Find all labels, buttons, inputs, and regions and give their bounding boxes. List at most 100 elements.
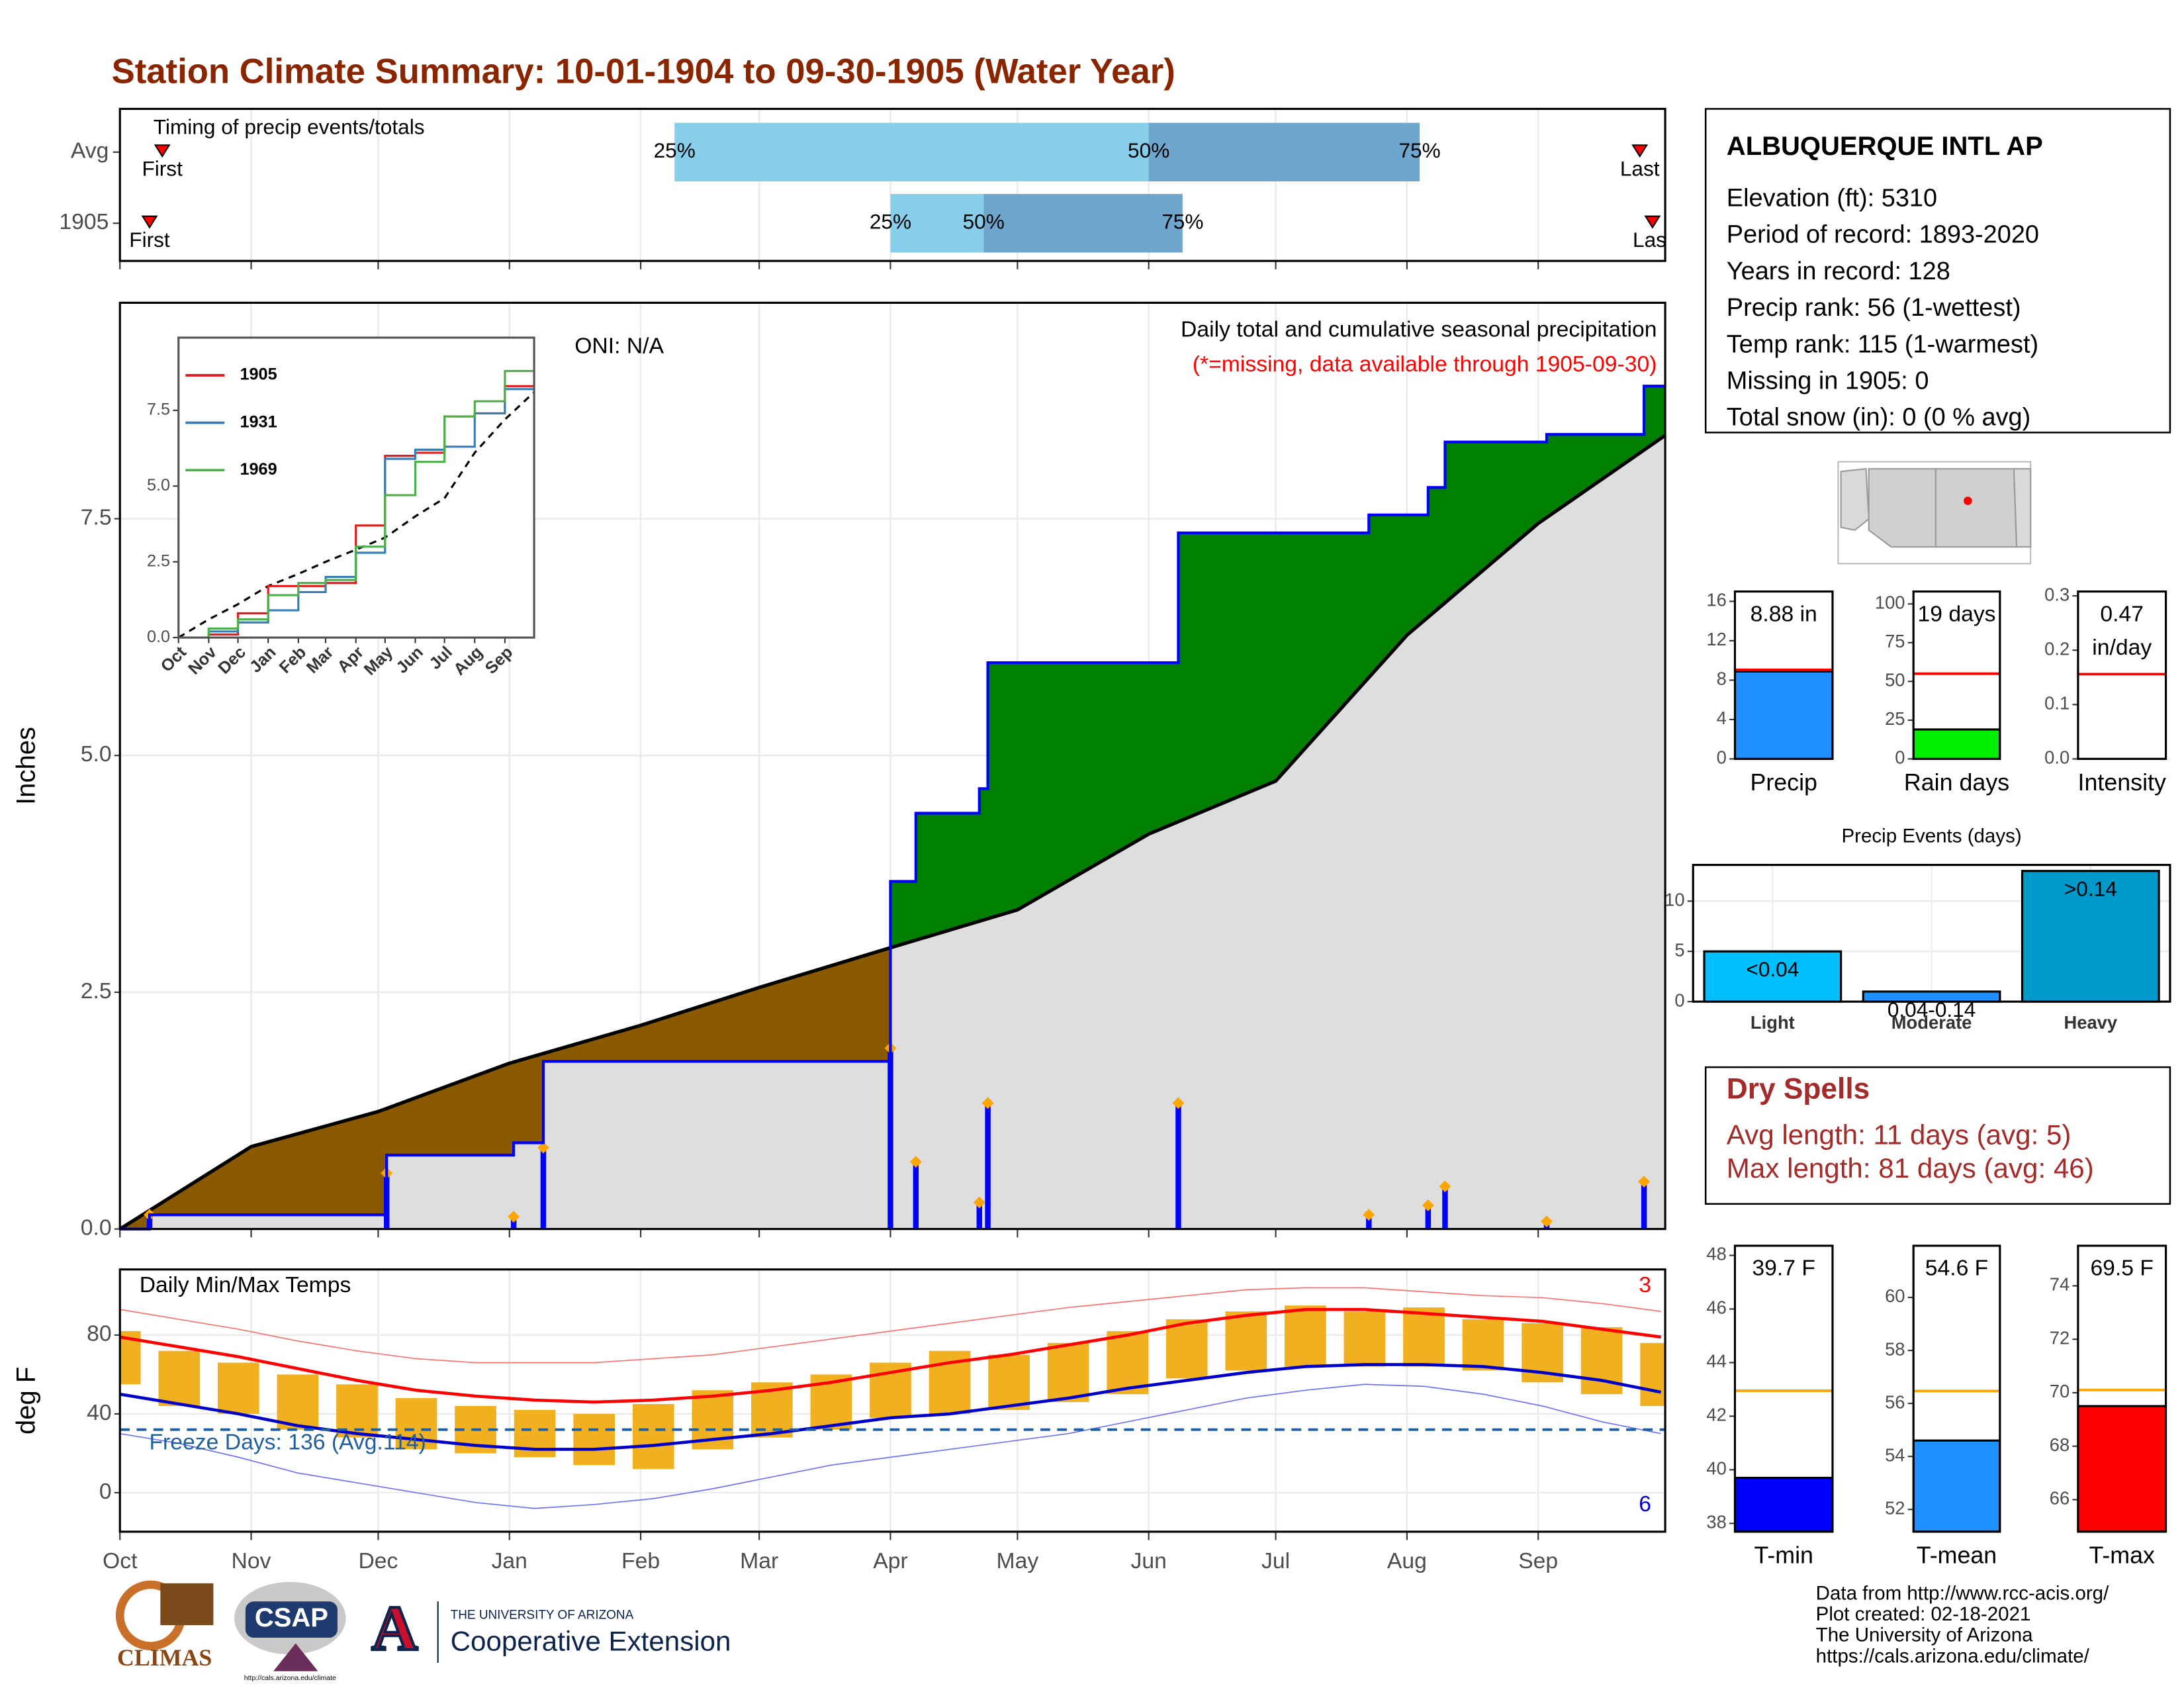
gauge-label-bg	[1740, 1251, 1827, 1285]
gauge-plot	[1735, 1251, 1833, 1532]
gauge-plot	[2077, 1251, 2166, 1532]
y-tick-label: 7.5	[147, 400, 170, 419]
daily-temp-bar	[1403, 1307, 1445, 1367]
row-label: Avg	[71, 138, 109, 164]
y-tick-label: 46	[1706, 1297, 1726, 1318]
category-label: Rain days	[1904, 769, 2009, 796]
y-tick-label: 74	[2050, 1274, 2070, 1295]
panel-frame	[118, 107, 1666, 262]
daily-marker	[1172, 1097, 1185, 1109]
logo-text: CLIMAS	[117, 1644, 212, 1671]
y-tick-label: 40	[87, 1400, 112, 1425]
oni: ONI: N/A	[574, 334, 664, 359]
y-tick-label: 40	[1706, 1458, 1726, 1479]
page-title: Station Climate Summary: 10-01-1904 to 0…	[112, 52, 1175, 91]
daily-bar	[1641, 1182, 1647, 1229]
station-box	[1704, 108, 2171, 434]
value-label: 19 days	[1917, 601, 1995, 626]
event-marker	[141, 215, 158, 229]
y-tick-label: 58	[1885, 1338, 1905, 1359]
gauge-plot	[1913, 1251, 2000, 1532]
event-label: First	[142, 157, 183, 181]
quartile-label: 25%	[654, 138, 696, 162]
legend-label: 1905	[240, 365, 277, 384]
daily-bar	[1425, 1205, 1432, 1229]
x-tick-label: May	[361, 643, 397, 679]
y-tick-label: 25	[1885, 708, 1905, 729]
y-tick-label: 100	[1875, 592, 1905, 613]
panel-frame	[118, 301, 1666, 1231]
value-label: 0.47	[2100, 601, 2144, 626]
record-high-count: 3	[1639, 1272, 1651, 1297]
y-tick-label: 75	[1885, 631, 1905, 651]
y-tick-label: 0	[99, 1479, 112, 1504]
freeze-label: Freeze Days: 136 (Avg.114)	[149, 1430, 426, 1455]
record-high-line	[120, 1287, 1661, 1364]
station-line: Missing in 1905: 0	[1727, 367, 1929, 395]
y-tick-label: 5.0	[81, 741, 112, 767]
daily-marker	[1363, 1209, 1375, 1221]
quartile-bar	[983, 194, 1183, 253]
timing-label: Timing of precip events/totals	[154, 115, 425, 138]
y-tick-label: 0.0	[147, 628, 170, 646]
daily-bar	[540, 1147, 547, 1229]
y-tick-label: 54	[1885, 1444, 1905, 1465]
gauge-plot	[1913, 597, 2000, 759]
quartile-bar	[674, 122, 1149, 182]
cumulative-line	[120, 385, 1666, 1231]
quartile-label: 75%	[1398, 138, 1440, 162]
gauge-label-bg	[2083, 1251, 2161, 1285]
dry-spells-box	[1704, 1066, 2171, 1205]
dry-spells-line: Avg length: 11 days (avg: 5)	[1727, 1119, 2071, 1150]
x-tick-label: Sep	[1518, 1548, 1558, 1573]
panel-frame	[1692, 864, 2171, 1003]
event-marker	[1644, 215, 1661, 229]
gauge-label-bg	[1740, 597, 1827, 631]
daily-marker	[1439, 1180, 1451, 1193]
y-tick-label: 0.1	[2044, 693, 2070, 714]
panel-frame	[1733, 1244, 1834, 1533]
x-tick-label: Jun	[392, 643, 427, 677]
station-line: Years in record: 128	[1727, 258, 1950, 285]
x-tick-label: Aug	[1387, 1548, 1427, 1573]
quartile-bar	[1148, 122, 1420, 182]
footer-line: Data from http://www.rcc-acis.org/	[1816, 1583, 2109, 1605]
quartile-label: 50%	[963, 210, 1005, 234]
daily-temp-bar	[217, 1362, 259, 1414]
daily-temp-bar	[632, 1404, 674, 1470]
x-tick-label: Jul	[426, 643, 456, 673]
x-tick-label: Mar	[303, 643, 338, 677]
daily-bar	[913, 1162, 919, 1229]
daily-temp-bar	[1225, 1311, 1267, 1371]
note: (*=missing, data available through 1905-…	[1193, 352, 1657, 377]
x-tick-label: Heavy	[2064, 1012, 2117, 1033]
y-tick-label: 52	[1885, 1497, 1905, 1518]
daily-temp-bar	[1285, 1305, 1326, 1367]
y-tick-label: 50	[1885, 670, 1905, 690]
gauge-bar	[1735, 1476, 1833, 1532]
x-tick-label: Jun	[1130, 1548, 1166, 1573]
station-line: Temp rank: 115 (1-warmest)	[1727, 330, 2038, 358]
daily-bar	[1442, 1186, 1448, 1229]
logo-text: http://cals.arizona.edu/climate	[244, 1674, 336, 1682]
state-map	[1837, 461, 2032, 565]
x-tick-label: Mar	[740, 1548, 778, 1573]
record-low-line	[120, 1383, 1661, 1509]
x-tick-label: Nov	[232, 1548, 271, 1573]
inset-background	[178, 338, 535, 638]
daily-temp-bar	[573, 1413, 615, 1466]
gauge-bar	[1913, 728, 2000, 759]
avg-max-line	[120, 1307, 1661, 1404]
logo-text: A	[371, 1593, 418, 1664]
category-label: T-min	[1754, 1542, 1813, 1568]
gauge-label-bg	[1919, 1251, 1995, 1285]
event-marker	[1631, 144, 1649, 158]
subtitle: Daily total and cumulative seasonal prec…	[1181, 316, 1657, 342]
temp-plot	[120, 1287, 1666, 1509]
daily-bar	[510, 1217, 517, 1229]
y-tick-label: 2.5	[81, 978, 112, 1004]
y-tick-label: 70	[2050, 1381, 2070, 1401]
station-line: Period of record: 1893-2020	[1727, 221, 2039, 249]
daily-bar	[887, 1048, 893, 1229]
average-line	[178, 391, 535, 638]
